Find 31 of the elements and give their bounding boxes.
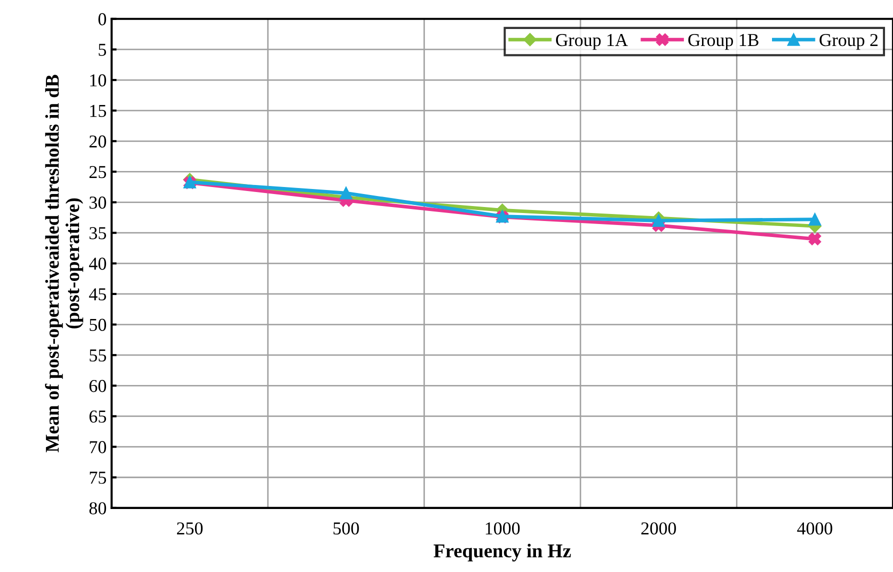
y-tick-label: 25 (90, 166, 106, 178)
x-tick-label: 4000 (797, 522, 832, 535)
x-axis-title: Frequency in Hz (434, 544, 571, 562)
y-tick-label: 0 (98, 13, 106, 26)
legend-label: Group 2 (820, 34, 878, 50)
y-tick-label: 55 (90, 350, 106, 362)
y-tick-label: 5 (98, 44, 106, 56)
y-tick-label: 65 (89, 410, 106, 423)
point (652, 214, 665, 227)
y-tick-label: 75 (90, 472, 106, 484)
y-tick-label: 50 (90, 318, 106, 331)
point (808, 213, 822, 226)
y-tick-label: 15 (90, 104, 106, 118)
y-tick-label: 45 (89, 288, 106, 300)
y-tick-label: 35 (90, 227, 106, 240)
x-tick-label: 1000 (486, 522, 520, 535)
y-tick-label: 40 (89, 258, 106, 270)
point (808, 232, 822, 246)
legend-label: Group 1B (688, 34, 758, 50)
x-tick-label: 500 (334, 522, 359, 535)
y-tick-label: 70 (90, 441, 106, 454)
y-axis-title: Mean of post-operativeaided thresholds in dB (post-operative) (44, 74, 84, 452)
y-tick-label: 10 (90, 74, 106, 86)
x-tick-label: 2000 (641, 522, 676, 535)
legend-label: Group 1A (556, 34, 628, 50)
y-tick-label: 80 (89, 502, 106, 514)
y-tick-label: 30 (90, 196, 106, 209)
point (340, 186, 352, 200)
x-tick-label: 250 (177, 522, 203, 535)
y-tick-label: 20 (90, 135, 106, 148)
y-tick-label: 60 (89, 380, 106, 392)
